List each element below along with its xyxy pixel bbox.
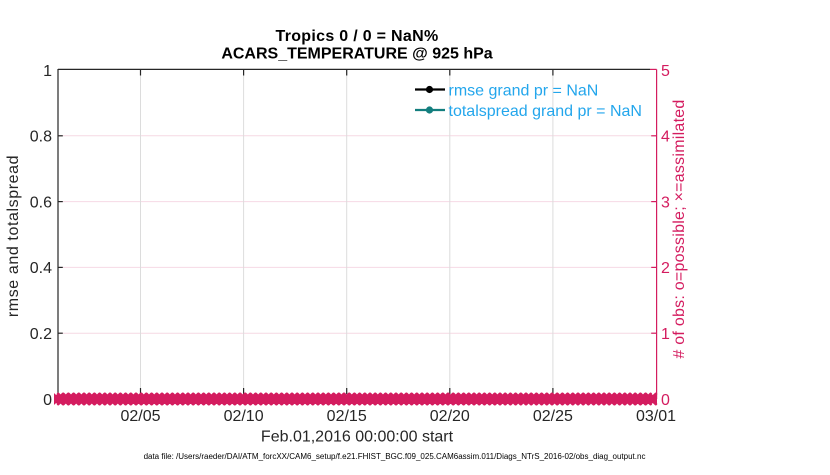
svg-text:rmse grand pr = NaN: rmse grand pr = NaN <box>449 82 599 99</box>
svg-text:ACARS_TEMPERATURE @ 925 hPa: ACARS_TEMPERATURE @ 925 hPa <box>221 45 492 62</box>
svg-text:1: 1 <box>661 326 670 343</box>
svg-text:rmse and totalspread: rmse and totalspread <box>5 155 22 317</box>
svg-text:2: 2 <box>661 260 670 277</box>
svg-text:0.6: 0.6 <box>30 194 52 211</box>
svg-text:02/25: 02/25 <box>533 408 573 425</box>
svg-text:03/01: 03/01 <box>636 408 676 425</box>
svg-text:0.2: 0.2 <box>30 326 52 343</box>
svg-text:totalspread grand pr = NaN: totalspread grand pr = NaN <box>449 103 642 120</box>
svg-text:0.4: 0.4 <box>30 260 52 277</box>
svg-text:5: 5 <box>661 63 670 80</box>
svg-text:Tropics 0 / 0 = NaN%: Tropics 0 / 0 = NaN% <box>276 28 439 45</box>
svg-text:Feb.01,2016 00:00:00 start: Feb.01,2016 00:00:00 start <box>261 429 454 446</box>
svg-text:1: 1 <box>43 63 52 80</box>
svg-text:3: 3 <box>661 194 670 211</box>
svg-text:data file: /Users/raeder/DAI/A: data file: /Users/raeder/DAI/ATM_forcXX/… <box>144 452 646 461</box>
svg-text:0: 0 <box>661 392 670 409</box>
svg-text:4: 4 <box>661 129 670 146</box>
svg-text:02/05: 02/05 <box>120 408 160 425</box>
svg-text:0: 0 <box>43 392 52 409</box>
svg-text:0.8: 0.8 <box>30 129 52 146</box>
svg-text:02/15: 02/15 <box>327 408 367 425</box>
svg-text:02/10: 02/10 <box>224 408 264 425</box>
svg-text:02/20: 02/20 <box>430 408 470 425</box>
svg-text:# of obs: o=possible; ×=assimi: # of obs: o=possible; ×=assimilated <box>671 99 688 358</box>
